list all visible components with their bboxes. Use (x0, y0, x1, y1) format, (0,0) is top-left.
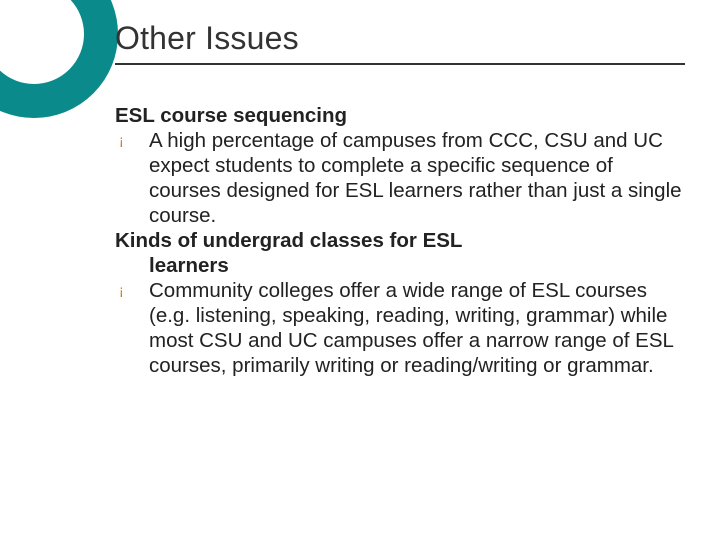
section-heading-1: ESL course sequencing (115, 103, 685, 128)
slide-body: ESL course sequencing ¡ A high percentag… (115, 103, 685, 378)
slide-content: Other Issues ESL course sequencing ¡ A h… (115, 20, 685, 378)
corner-ring-decoration (0, 0, 118, 118)
bullet-text-2: Community colleges offer a wide range of… (149, 278, 685, 378)
bullet-item-2: ¡ Community colleges offer a wide range … (115, 278, 685, 378)
bullet-marker-icon: ¡ (115, 128, 149, 153)
section-heading-2: Kinds of undergrad classes for ESL learn… (115, 228, 685, 278)
title-underline (115, 63, 685, 65)
bullet-marker-icon: ¡ (115, 278, 149, 303)
slide-title: Other Issues (115, 20, 685, 57)
bullet-text-1: A high percentage of campuses from CCC, … (149, 128, 685, 228)
section-heading-2-line1: Kinds of undergrad classes for ESL (115, 228, 685, 253)
section-heading-2-line2: learners (115, 253, 685, 278)
bullet-item-1: ¡ A high percentage of campuses from CCC… (115, 128, 685, 228)
